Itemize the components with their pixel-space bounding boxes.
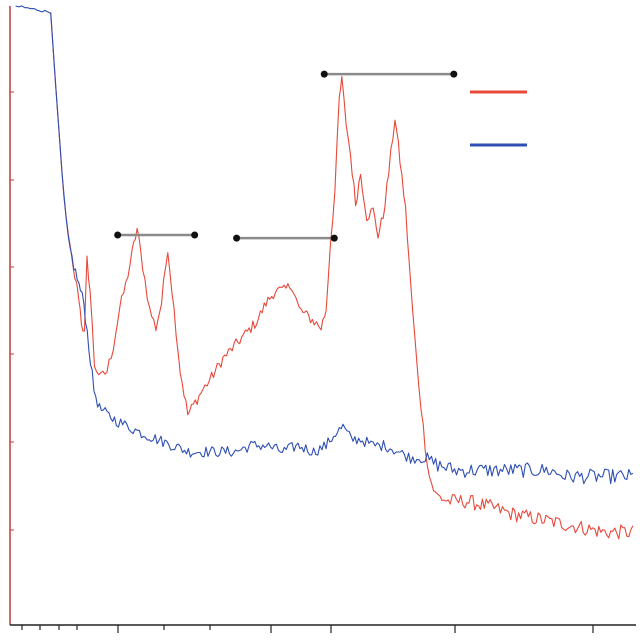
bracket-end-dot [114, 232, 121, 239]
bracket-end-dot [450, 71, 457, 78]
bracket-end-dot [191, 232, 198, 239]
series-line-1 [51, 12, 633, 539]
bracket-end-dot [331, 235, 338, 242]
series-group [16, 6, 633, 539]
bracket-end-dot [321, 71, 328, 78]
legend [470, 92, 527, 145]
bracket-end-dot [233, 235, 240, 242]
